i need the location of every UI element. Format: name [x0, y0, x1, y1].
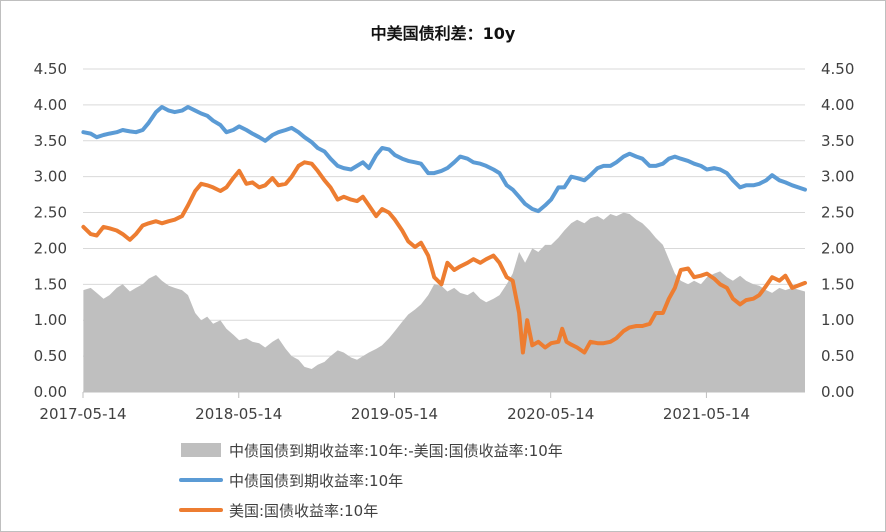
- series-area-spread: [83, 212, 805, 392]
- y-tick-label-left: 0.00: [34, 383, 67, 401]
- yield-lines-layer: [81, 105, 807, 355]
- legend-label: 中债国债到期收益率:10年: [229, 472, 403, 490]
- legend-label: 美国:国债收益率:10年: [229, 502, 378, 520]
- y-tick-label-left: 2.50: [34, 204, 67, 222]
- y-tick-label-left: 4.50: [34, 60, 67, 78]
- axes: 0.00 0.00 0.50 0.50 1.00 1.00 1.50 1.50 2.00 2.00…: [34, 60, 855, 423]
- series-line-us-10y: [81, 160, 807, 355]
- y-tick-label-right: 2.50: [821, 204, 854, 222]
- y-tick-label-left: 2.00: [34, 239, 67, 257]
- x-tick-label: 2021-05-14: [663, 405, 750, 423]
- y-tick-label-left: 3.00: [34, 168, 67, 186]
- y-tick-label-right: 3.00: [821, 168, 854, 186]
- y-tick-label-left: 0.50: [34, 347, 67, 365]
- x-tick-label: 2018-05-14: [195, 405, 282, 423]
- x-tick-label: 2017-05-14: [39, 405, 126, 423]
- legend-swatch: [181, 443, 221, 457]
- x-tick-label: 2019-05-14: [351, 405, 438, 423]
- y-tick-label-right: 4.50: [821, 60, 854, 78]
- legend-label: 中债国债到期收益率:10年:-美国:国债收益率:10年: [229, 442, 563, 460]
- y-tick-label-right: 2.00: [821, 239, 854, 257]
- y-tick-label-left: 4.00: [34, 96, 67, 114]
- chart-title: 中美国债利差：10y: [371, 24, 516, 43]
- y-tick-label-right: 1.00: [821, 311, 854, 329]
- y-tick-label-right: 0.00: [821, 383, 854, 401]
- y-tick-label-right: 1.50: [821, 275, 854, 293]
- spread-area-layer: [83, 212, 805, 392]
- x-tick-label: 2020-05-14: [507, 405, 594, 423]
- y-tick-label-left: 1.50: [34, 275, 67, 293]
- y-tick-label-left: 1.00: [34, 311, 67, 329]
- legend: 中债国债到期收益率:10年:-美国:国债收益率:10年中债国债到期收益率:10年…: [179, 442, 563, 520]
- y-tick-label-right: 4.00: [821, 96, 854, 114]
- y-tick-label-left: 3.50: [34, 132, 67, 150]
- y-tick-label-right: 0.50: [821, 347, 854, 365]
- y-tick-label-right: 3.50: [821, 132, 854, 150]
- series-line-china-10y: [81, 105, 807, 214]
